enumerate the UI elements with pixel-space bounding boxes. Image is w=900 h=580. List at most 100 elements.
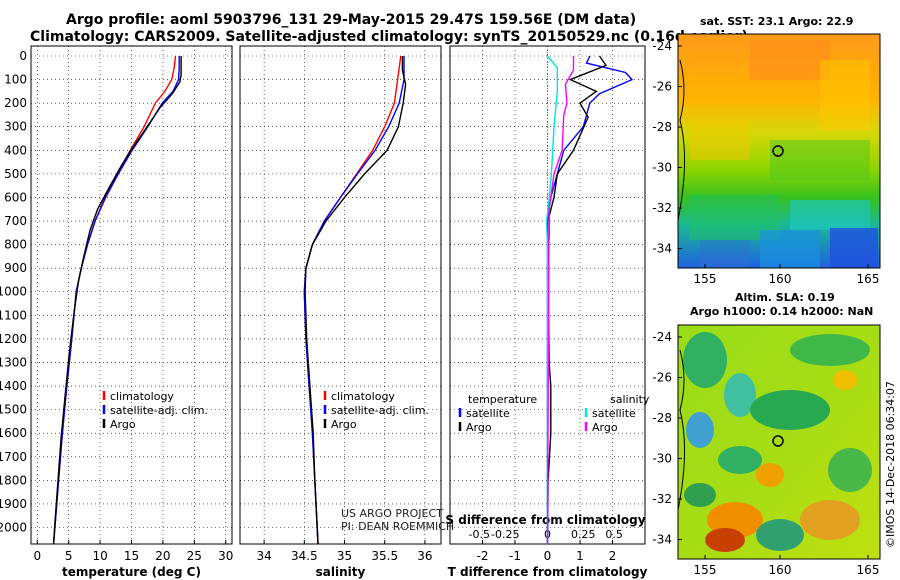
map-x-tick-label: 155 — [694, 272, 717, 286]
x-tick-label: 34 — [256, 549, 271, 563]
x-tick-label: 34.5 — [291, 549, 318, 563]
y-tick-label: 300 — [4, 120, 27, 134]
sla-map-title-1: Altim. SLA: 0.19 — [735, 291, 835, 304]
legend-label: Argo — [110, 418, 136, 431]
legend-label: satellite-adj. clim. — [331, 404, 429, 417]
series-climatology — [303, 55, 402, 545]
series-argo — [304, 56, 407, 545]
sla-map — [677, 324, 881, 560]
y-tick-label: 700 — [4, 214, 27, 228]
y-tick-label: 1700 — [0, 450, 27, 464]
s-tick-label: 0.25 — [571, 528, 596, 541]
legend-label: satellite — [466, 407, 510, 420]
y-tick-label: 400 — [4, 143, 27, 157]
map-x-tick-label: 160 — [769, 563, 792, 577]
y-tick-label: 0 — [19, 49, 27, 63]
y-tick-label: 1500 — [0, 403, 27, 417]
map-y-tick-label: -28 — [652, 411, 672, 425]
map-y-tick-label: -24 — [652, 330, 672, 344]
x-axis-label: T difference from climatology — [448, 565, 648, 579]
series-t-argo — [546, 55, 608, 545]
difference-plot: -2 -1 0 1 2 T difference from climatology S di… — [445, 46, 650, 579]
x-tick-label: 20 — [155, 549, 170, 563]
x-tick-label: 0 — [544, 549, 552, 563]
y-tick-label: 1600 — [0, 426, 27, 440]
temperature-plot: 0100200300400500600700800900100011001200… — [0, 46, 233, 579]
series-s-argo — [546, 56, 575, 545]
x-tick-label: 25 — [187, 549, 202, 563]
y-tick-label: 900 — [4, 261, 27, 275]
project-credit: US ARGO PROJECT — [341, 507, 443, 520]
map-y-tick-label: -26 — [652, 80, 672, 94]
sla-map-title-2: Argo h1000: 0.14 h2000: NaN — [690, 305, 874, 318]
series-s-satellite — [545, 55, 558, 544]
y-tick-label: 1400 — [0, 379, 27, 393]
s-tick-label: 0.5 — [605, 528, 623, 541]
x-tick-label: -1 — [509, 549, 521, 563]
x-tick-label: 1 — [576, 549, 584, 563]
legend-label: Argo — [466, 421, 492, 434]
y-tick-label: 2000 — [0, 520, 27, 534]
imos-timestamp: ©IMOS 14-Dec-2018 06:34:07 — [884, 381, 897, 548]
map-y-tick-label: -30 — [652, 161, 672, 175]
legend-label: Argo — [592, 421, 618, 434]
legend-label: Argo — [331, 418, 357, 431]
legend-label: climatology — [110, 390, 174, 403]
x-tick-label: 2 — [609, 549, 617, 563]
x-tick-label: 15 — [124, 549, 139, 563]
map-y-tick-label: -32 — [652, 201, 672, 215]
y-tick-label: 800 — [4, 238, 27, 252]
s-tick-label: -0.25 — [491, 528, 519, 541]
x-tick-label: 0 — [33, 549, 41, 563]
series-climatology — [52, 55, 177, 545]
pi-credit: PI: DEAN ROEMMICH — [341, 520, 455, 533]
y-tick-label: 1800 — [0, 473, 27, 487]
legend-label: temperature — [468, 393, 537, 406]
y-tick-label: 500 — [4, 167, 27, 181]
map-y-tick-label: -34 — [652, 242, 672, 256]
salinity-axes-frame — [239, 45, 442, 545]
argo-position-marker-sla — [772, 435, 784, 447]
x-axis-label: salinity — [316, 565, 366, 579]
map-x-tick-label: 165 — [857, 272, 880, 286]
series-t-satellite — [546, 55, 634, 544]
x-axis-label-salinity: S difference from climatology — [445, 513, 645, 527]
y-tick-label: 1000 — [0, 285, 27, 299]
series-satellite-adj-clim- — [52, 56, 180, 545]
legend-label: satellite-adj. clim. — [110, 404, 208, 417]
legend-label: satellite — [592, 407, 636, 420]
argo-position-marker — [772, 145, 784, 157]
series-argo — [52, 56, 182, 545]
map-x-tick-label: 160 — [769, 272, 792, 286]
map-y-tick-label: -28 — [652, 120, 672, 134]
y-tick-label: 1200 — [0, 332, 27, 346]
figure-title-line2: Climatology: CARS2009. Satellite-adjuste… — [30, 29, 748, 45]
x-tick-label: 30 — [218, 549, 233, 563]
legend-label: salinity — [610, 393, 650, 406]
map-y-tick-label: -24 — [652, 39, 672, 53]
y-tick-label: 1300 — [0, 355, 27, 369]
x-tick-label: 36 — [417, 549, 432, 563]
map-y-tick-label: -32 — [652, 492, 672, 506]
map-axes: 155 160 165 -24 -26 -28 -30 -32 -34 155 160 165 -24 -… — [652, 39, 879, 577]
series-satellite-adj-clim- — [303, 56, 405, 545]
x-axis-label: temperature (deg C) — [62, 565, 201, 579]
map-x-tick-label: 155 — [694, 563, 717, 577]
sst-map — [677, 33, 881, 269]
y-tick-label: 600 — [4, 190, 27, 204]
map-y-tick-label: -30 — [652, 452, 672, 466]
x-tick-label: -2 — [477, 549, 489, 563]
map-y-tick-label: -34 — [652, 533, 672, 547]
x-tick-label: 35 — [337, 549, 352, 563]
figure-title-line1: Argo profile: aoml 5903796_131 29-May-20… — [66, 12, 637, 28]
y-tick-label: 100 — [4, 73, 27, 87]
x-tick-label: 5 — [65, 549, 73, 563]
y-tick-label: 200 — [4, 96, 27, 110]
y-tick-label: 1900 — [0, 497, 27, 511]
x-tick-label: 10 — [92, 549, 107, 563]
salinity-plot: 34 34.5 35 35.5 36 salinity climatologysatelli… — [240, 46, 441, 579]
x-tick-label: 35.5 — [371, 549, 398, 563]
y-tick-label: 1100 — [0, 308, 27, 322]
s-tick-label: -0.5 — [469, 528, 490, 541]
